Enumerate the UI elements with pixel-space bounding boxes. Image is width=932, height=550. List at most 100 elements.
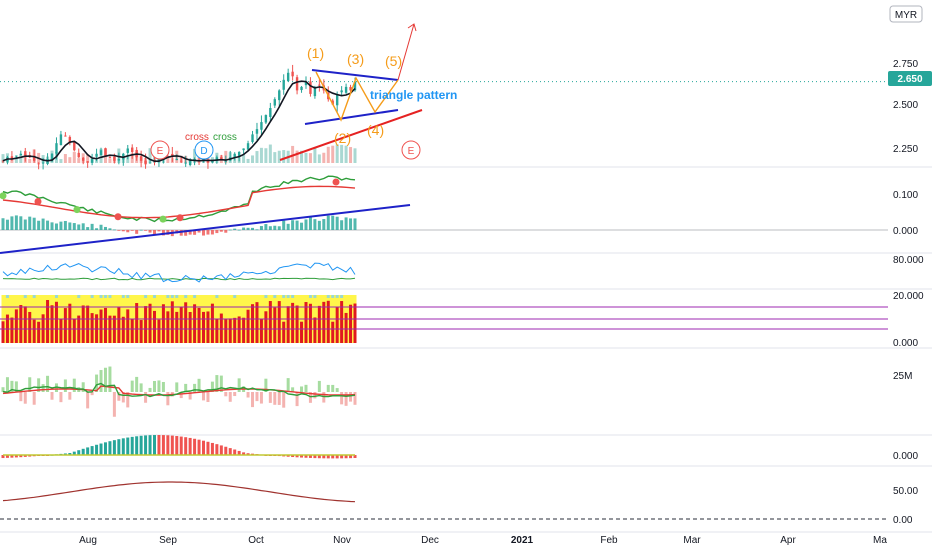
price-volume-bar: [19, 154, 23, 163]
macd-pane[interactable]: [0, 175, 888, 254]
histogram-bar: [344, 455, 348, 459]
histogram-bar: [340, 455, 344, 459]
event-marker-e1[interactable]: E: [150, 140, 170, 160]
volume-bar: [184, 383, 188, 392]
bars-cyan-cap: [170, 295, 174, 298]
histogram-bar: [68, 453, 72, 455]
x-tick-sep: Sep: [159, 535, 177, 546]
candle-body: [233, 153, 236, 158]
y-tick-bars-20: 20.000: [893, 291, 924, 302]
candle-body: [331, 100, 334, 105]
bars-cyan-cap: [23, 295, 27, 298]
bars-red-bar: [10, 317, 14, 343]
volume-bar: [340, 392, 344, 405]
bars-red-bar: [86, 305, 90, 343]
rsi-line: [2, 262, 356, 283]
bars-red-bar: [246, 309, 250, 343]
candle-body: [340, 90, 343, 93]
histogram-bar: [81, 448, 85, 455]
histogram-bar: [139, 435, 143, 455]
event-marker-e2[interactable]: E: [401, 140, 421, 160]
candle-body: [32, 155, 36, 161]
bars-red-bar: [322, 301, 326, 343]
volume-bar: [14, 381, 18, 392]
elliott-wave-path: [315, 71, 399, 122]
macd-histogram-bar: [28, 216, 32, 230]
bars-pane[interactable]: [0, 295, 888, 343]
macd-histogram-bar: [41, 218, 45, 230]
price-volume-bar: [148, 148, 152, 163]
volume-bar: [197, 378, 201, 392]
histogram-bar: [126, 437, 130, 455]
bars-red-bar: [144, 306, 148, 343]
candle-body: [278, 90, 281, 101]
candle-body: [237, 152, 241, 157]
volume-bar: [126, 392, 130, 408]
volume-bar: [117, 392, 121, 401]
y-axis-labels: 2.750 2.500 2.250 0.100 0.000 80.000 20.…: [893, 59, 924, 526]
volume-bar: [251, 392, 255, 408]
support-trendline: [279, 109, 423, 161]
currency-badge[interactable]: MYR: [889, 5, 923, 23]
cross-label-1: cross: [185, 132, 209, 143]
bars-red-bar: [1, 321, 5, 343]
candle-body: [291, 71, 294, 77]
macd-histogram-bar: [304, 219, 308, 230]
triangle-upper-trendline: [311, 69, 399, 81]
histogram-bar: [117, 439, 121, 455]
bars-red-bar: [139, 320, 143, 343]
macd-histogram-bar: [77, 224, 81, 230]
rsi-baseline: [2, 277, 356, 281]
candle-body: [188, 160, 192, 166]
volume-pane[interactable]: [1, 366, 357, 417]
macd-histogram-bar: [295, 220, 299, 230]
volume-bar: [19, 392, 23, 402]
price-volume-bar: [353, 148, 357, 163]
event-marker-d[interactable]: D: [194, 140, 214, 160]
histogram-bar: [175, 436, 179, 455]
candle-body: [41, 162, 45, 164]
oscillator-pane[interactable]: [0, 481, 888, 520]
bars-cyan-cap: [90, 295, 94, 298]
price-volume-bar: [331, 145, 335, 163]
bars-cyan-cap: [103, 295, 107, 298]
macd-histogram-bar: [210, 230, 214, 235]
volume-bar: [313, 392, 317, 399]
bars-red-bar: [19, 305, 23, 343]
volume-bar: [237, 378, 241, 392]
candle-body: [90, 159, 94, 163]
rsi-pane[interactable]: [2, 262, 356, 283]
volume-bar: [5, 377, 9, 392]
x-tick-nov: Nov: [333, 535, 351, 546]
macd-histogram-bar: [130, 230, 134, 231]
price-pane[interactable]: [0, 23, 888, 170]
histogram-bar: [202, 440, 206, 455]
histogram-pane[interactable]: [1, 435, 357, 459]
volume-bar: [144, 392, 148, 403]
bars-red-bar: [228, 318, 232, 343]
bars-cyan-cap: [286, 295, 290, 298]
histogram-bar: [166, 435, 170, 455]
macd-histogram-bar: [184, 230, 188, 236]
bars-red-bar: [353, 303, 357, 343]
price-volume-bar: [300, 150, 304, 163]
event-marker-d-label: D: [200, 146, 207, 157]
macd-histogram-bar: [161, 230, 165, 236]
volume-bar: [139, 383, 143, 392]
bars-red-bar: [259, 318, 263, 343]
bars-cyan-cap: [264, 295, 268, 298]
moving-average-line: [2, 80, 356, 162]
y-tick-rsi-80: 80.000: [893, 255, 924, 266]
candle-body: [211, 160, 214, 163]
volume-bar: [317, 380, 321, 392]
bars-cyan-cap: [5, 295, 9, 298]
candle-body: [215, 157, 219, 161]
volume-green-line: [2, 382, 356, 398]
histogram-bar: [219, 445, 223, 455]
bars-red-bar: [135, 303, 139, 343]
bars-cyan-cap: [121, 295, 125, 298]
volume-bar: [291, 387, 295, 392]
macd-histogram-bar: [81, 223, 85, 230]
bars-red-bar: [152, 310, 156, 343]
